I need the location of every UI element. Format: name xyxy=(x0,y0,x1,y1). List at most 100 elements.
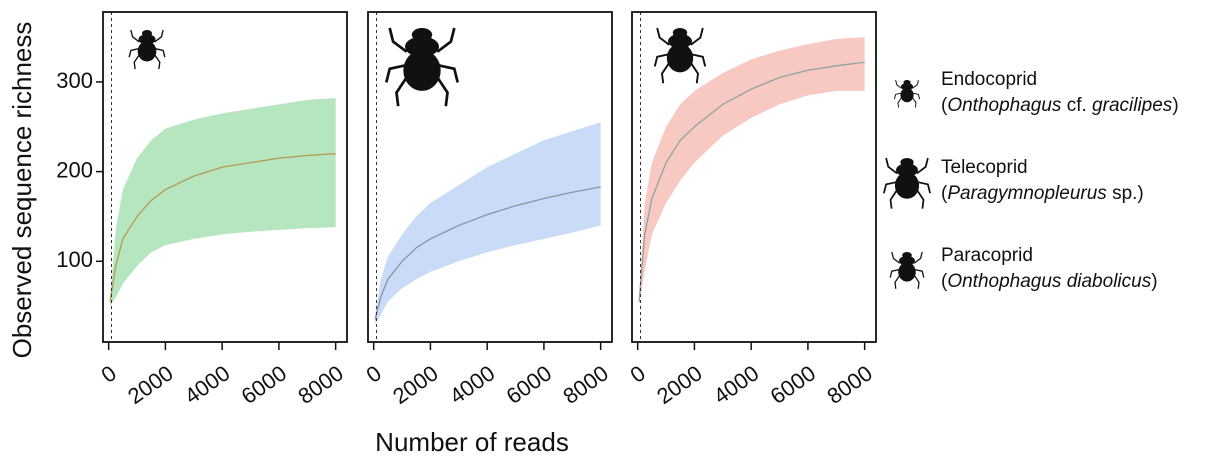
legend-species: (Paragymnopleurus sp.) xyxy=(941,183,1144,204)
x-tick-label: 0 xyxy=(362,360,386,388)
beetle-icon xyxy=(384,27,460,107)
beetle-leg xyxy=(885,157,898,175)
y-tick-label: 300 xyxy=(56,68,93,93)
x-tick-label: 0 xyxy=(97,360,121,388)
beetle-leg xyxy=(913,251,923,264)
species-part: ( xyxy=(941,271,948,292)
species-part: ) xyxy=(1172,95,1178,116)
beetle-thorax xyxy=(405,36,439,57)
panel-frame xyxy=(102,11,348,343)
beetle-leg xyxy=(883,181,897,194)
beetle-leg xyxy=(395,76,408,107)
species-part: Paragymnopleurus xyxy=(947,183,1107,204)
species-part: gracilipes xyxy=(1092,95,1173,116)
beetle-leg xyxy=(155,48,166,58)
y-tick-label: 200 xyxy=(56,157,93,182)
beetle-thorax xyxy=(668,34,692,49)
confidence-band xyxy=(110,98,336,307)
beetle-leg xyxy=(897,97,902,108)
panel-frame xyxy=(631,11,877,343)
panel-frame xyxy=(367,11,613,343)
x-tick-label: 4000 xyxy=(180,360,234,409)
beetle-leg xyxy=(894,274,901,289)
x-tick-label: 8000 xyxy=(822,360,876,409)
beetle-leg xyxy=(661,62,670,84)
beetle-body xyxy=(898,262,916,282)
beetle-leg xyxy=(384,64,406,83)
species-part: Onthophagus xyxy=(947,95,1062,116)
x-tick-label: 8000 xyxy=(293,360,347,409)
beetle-body xyxy=(403,50,441,91)
beetle-body xyxy=(137,41,157,62)
beetle-leg xyxy=(917,181,931,194)
beetle-leg xyxy=(690,27,704,46)
confidence-band xyxy=(639,37,865,307)
y-tick-label: 100 xyxy=(56,247,93,272)
beetle-body xyxy=(894,172,920,199)
x-tick-label: 8000 xyxy=(558,360,612,409)
x-tick-label: 2000 xyxy=(652,360,706,409)
beetle-icon xyxy=(653,27,707,84)
beetle-leg xyxy=(436,27,456,53)
species-part: sp.) xyxy=(1107,183,1144,204)
beetle-body xyxy=(900,87,914,103)
species-part: cf. xyxy=(1061,95,1092,116)
beetle-leg xyxy=(388,27,408,53)
beetle-leg xyxy=(895,79,902,89)
x-tick-label: 6000 xyxy=(237,360,291,409)
beetle-leg xyxy=(691,53,707,67)
beetle-leg xyxy=(128,48,139,58)
beetle-leg xyxy=(891,251,901,264)
mean-line xyxy=(109,153,336,302)
y-axis-label: Observed sequence richness xyxy=(7,22,37,359)
beetle-thorax xyxy=(138,34,156,45)
beetle-thorax xyxy=(899,256,915,266)
mean-line xyxy=(374,186,601,320)
confidence-band xyxy=(375,122,601,325)
x-axis-label: Number of reads xyxy=(375,427,569,457)
beetle-leg xyxy=(889,189,898,209)
beetle-leg xyxy=(438,64,460,83)
beetle-leg xyxy=(133,54,140,70)
beetle-leg xyxy=(130,29,140,43)
species-part: ( xyxy=(941,95,948,116)
beetle-icon xyxy=(128,29,166,70)
beetle-leg xyxy=(436,76,449,107)
beetle-leg xyxy=(154,29,164,43)
x-tick-label: 0 xyxy=(626,360,650,388)
beetle-leg xyxy=(653,53,669,67)
beetle-leg xyxy=(912,97,917,108)
legend-label: Paracoprid xyxy=(941,245,1033,266)
legend-species: (Onthophagus cf. gracilipes) xyxy=(941,95,1179,116)
x-tick-label: 6000 xyxy=(766,360,820,409)
beetle-leg xyxy=(889,268,900,278)
legend-species: (Onthophagus diabolicus) xyxy=(941,271,1158,292)
beetle-leg xyxy=(914,268,925,278)
x-tick-label: 6000 xyxy=(502,360,556,409)
beetle-leg xyxy=(656,27,670,46)
beetle-leg xyxy=(916,189,925,209)
mean-line xyxy=(638,61,865,302)
beetle-thorax xyxy=(896,163,918,177)
beetle-icon xyxy=(889,251,925,289)
beetle-leg xyxy=(154,54,161,70)
beetle-leg xyxy=(916,157,929,175)
x-tick-label: 4000 xyxy=(445,360,499,409)
legend-label: Endocoprid xyxy=(941,69,1037,90)
x-tick-label: 2000 xyxy=(123,360,177,409)
x-tick-label: 4000 xyxy=(709,360,763,409)
species-part: ) xyxy=(1151,271,1157,292)
beetle-body xyxy=(666,43,694,73)
beetle-leg xyxy=(913,274,920,289)
beetle-icon xyxy=(883,157,931,209)
beetle-thorax xyxy=(901,83,913,91)
species-part: ( xyxy=(941,183,948,204)
beetle-icon xyxy=(893,79,921,108)
legend-label: Telecoprid xyxy=(941,157,1028,178)
x-tick-label: 2000 xyxy=(388,360,442,409)
beetle-leg xyxy=(912,79,919,89)
beetle-leg xyxy=(690,62,699,84)
beetle-leg xyxy=(893,92,902,100)
